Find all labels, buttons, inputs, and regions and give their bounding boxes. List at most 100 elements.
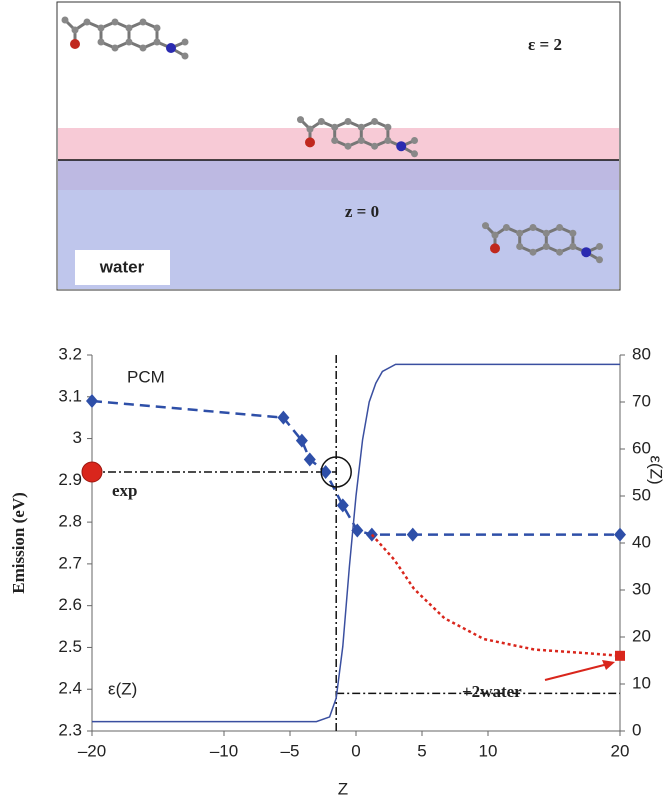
atom: [529, 224, 537, 231]
atom: [125, 38, 133, 46]
highlight-circle: [320, 456, 352, 488]
atom: [306, 125, 314, 133]
y2-tick-label: 40: [632, 532, 651, 551]
atom: [166, 43, 176, 53]
atom: [153, 24, 161, 32]
water-label-box: [75, 250, 170, 285]
atom: [516, 229, 524, 237]
atom: [596, 243, 603, 250]
series-line: [91, 399, 620, 536]
atom: [153, 38, 161, 46]
atom: [125, 24, 133, 32]
interface-label: z = 0: [345, 202, 379, 221]
x-tick-label: –10: [210, 741, 238, 760]
atom: [556, 224, 564, 231]
y-tick-label: 2.8: [58, 512, 82, 531]
atom: [139, 18, 147, 26]
molecules: [61, 16, 603, 264]
y-tick-label: 2.6: [58, 595, 82, 614]
atom: [181, 52, 189, 60]
atom: [596, 256, 603, 264]
atom: [97, 24, 105, 32]
atom: [181, 38, 189, 46]
atom: [111, 18, 119, 26]
atom: [331, 137, 339, 144]
marker: [406, 527, 419, 542]
annotation: exp: [112, 481, 138, 500]
atom: [357, 123, 365, 131]
atom: [371, 142, 379, 150]
atom: [542, 243, 550, 250]
atom: [542, 229, 550, 237]
atom: [111, 44, 119, 52]
marker: [81, 461, 103, 483]
atom: [569, 229, 577, 237]
atom: [569, 243, 577, 250]
atom: [396, 141, 407, 152]
marker: [319, 464, 332, 479]
atom: [61, 16, 69, 24]
atom: [384, 123, 392, 131]
marker: [614, 527, 626, 542]
annotation-arrow: [544, 663, 609, 681]
atom: [371, 118, 379, 125]
atom: [516, 243, 524, 250]
atom: [581, 247, 592, 258]
atom: [502, 224, 510, 231]
y2-tick-label: 50: [632, 485, 651, 504]
marker: [303, 452, 316, 467]
annotation: +2water: [462, 682, 522, 701]
y2-tick-label: 80: [632, 344, 651, 363]
atom: [411, 150, 418, 158]
y-tick-label: 2.7: [58, 553, 82, 572]
atom: [529, 248, 537, 256]
series-line: [370, 533, 621, 658]
atom: [139, 44, 147, 52]
annotation: ε(Z): [108, 679, 137, 698]
atom: [83, 18, 91, 26]
marker: [277, 410, 290, 425]
x-tick-label: 5: [417, 741, 426, 760]
y-tick-label: 2.4: [58, 679, 82, 698]
atom: [344, 118, 352, 125]
y2-tick-label: 0: [632, 720, 641, 739]
marker: [615, 650, 625, 661]
y-tick-label: 2.5: [58, 637, 82, 656]
marker: [295, 433, 308, 448]
atom: [297, 116, 304, 124]
atom: [331, 123, 339, 131]
epsilon-label: ε = 2: [528, 35, 562, 54]
y2-tick-label: 20: [632, 626, 651, 645]
marker: [336, 498, 349, 513]
series-line: [92, 363, 620, 723]
atom: [384, 137, 392, 144]
atom: [556, 248, 564, 256]
y2-tick-label: 70: [632, 391, 651, 410]
x-tick-label: –20: [78, 741, 106, 760]
y2-axis-label: ε(Z): [647, 455, 666, 484]
x-tick-label: 20: [611, 741, 630, 760]
marker: [86, 393, 98, 408]
atom: [482, 222, 489, 230]
x-tick-label: 0: [351, 741, 360, 760]
y2-tick-label: 30: [632, 579, 651, 598]
atom: [411, 137, 418, 144]
atom: [305, 137, 315, 148]
atom: [490, 243, 500, 254]
marker: [351, 523, 364, 538]
water-label: water: [99, 257, 145, 276]
atom: [357, 137, 365, 144]
atom: [344, 142, 352, 150]
atom: [97, 38, 105, 46]
y-tick-label: 3.1: [58, 386, 82, 405]
y-tick-label: 2.9: [58, 470, 82, 489]
annotation-arrowhead: [602, 660, 615, 670]
y-axis-label: Emission (eV): [9, 492, 28, 594]
atom: [70, 39, 80, 49]
annotation: PCM: [127, 367, 165, 386]
y2-tick-label: 10: [632, 673, 651, 692]
y2-tick-label: 60: [632, 438, 651, 457]
y-tick-label: 3: [73, 428, 82, 447]
y-tick-label: 2.3: [58, 720, 82, 739]
